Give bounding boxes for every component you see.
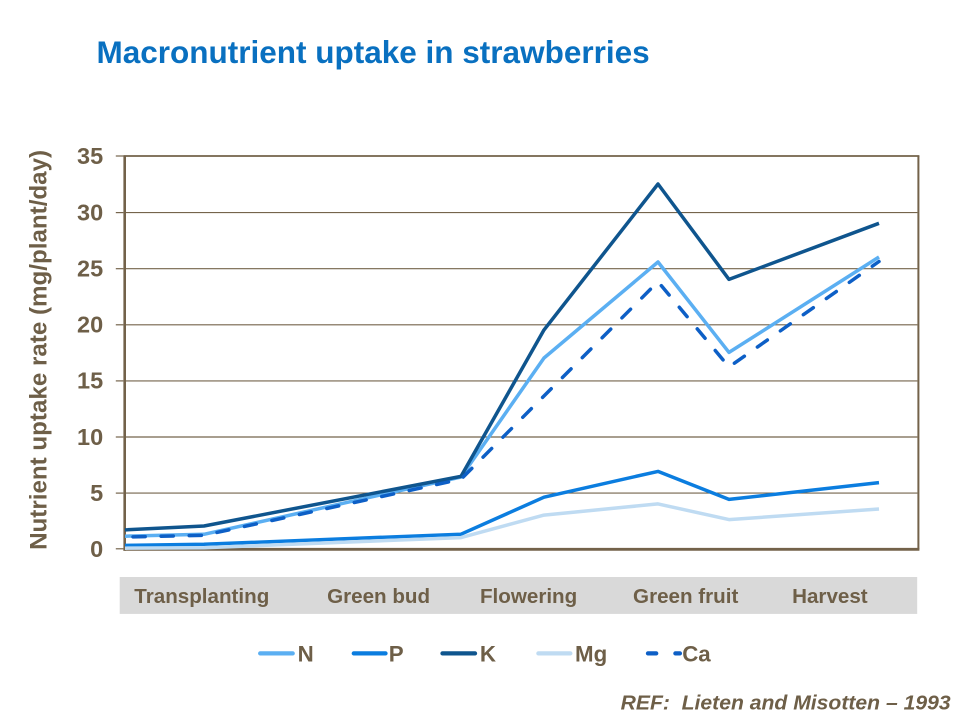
svg-text:Nutrient uptake rate (mg/plant: Nutrient uptake rate (mg/plant/day) <box>26 150 53 550</box>
svg-text:Green fruit: Green fruit <box>633 585 738 608</box>
svg-text:35: 35 <box>77 143 103 169</box>
svg-text:P: P <box>389 642 404 667</box>
svg-text:5: 5 <box>90 480 103 506</box>
svg-text:Transplanting: Transplanting <box>134 585 269 608</box>
svg-text:0: 0 <box>90 536 103 562</box>
svg-text:Flowering: Flowering <box>480 585 577 608</box>
svg-text:Macronutrient uptake in strawb: Macronutrient uptake in strawberries <box>97 34 650 70</box>
svg-text:Green bud: Green bud <box>327 585 430 608</box>
svg-text:10: 10 <box>77 424 103 450</box>
svg-text:Mg: Mg <box>575 642 607 667</box>
svg-text:25: 25 <box>77 256 103 282</box>
svg-text:Ca: Ca <box>682 642 711 667</box>
svg-text:K: K <box>480 642 496 667</box>
svg-text:30: 30 <box>77 199 103 225</box>
svg-text:REF: Lieten and Misotten – 19: REF: Lieten and Misotten – 1993 <box>621 692 951 714</box>
svg-text:20: 20 <box>77 312 103 338</box>
svg-text:15: 15 <box>77 368 103 394</box>
svg-text:Harvest: Harvest <box>792 585 868 608</box>
svg-text:N: N <box>298 642 314 667</box>
